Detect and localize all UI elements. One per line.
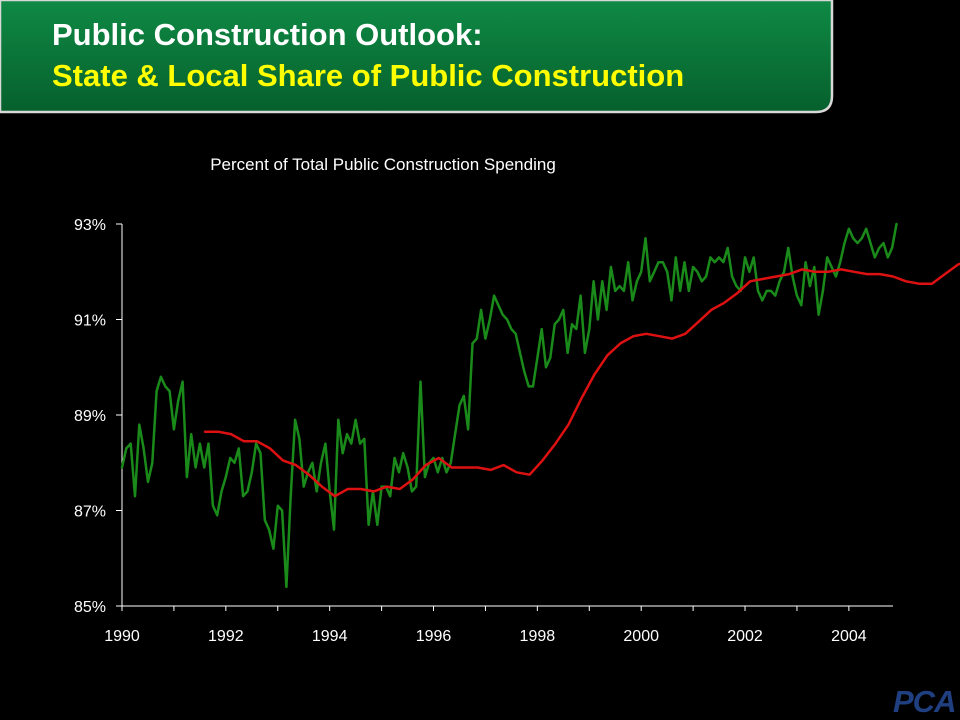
axes: 85% 87% 89% 91% 93% 1990 1992 1994 1996 1998 2000 2… [74, 217, 893, 645]
x-tick-label: 1998 [520, 628, 556, 645]
slide-subtitle: State & Local Share of Public Constructi… [52, 58, 685, 93]
chart-title: Percent of Total Public Construction Spe… [210, 155, 556, 174]
x-tick-label: 1996 [416, 628, 452, 645]
y-tick-label: 89% [74, 408, 106, 425]
y-tick-label: 87% [74, 504, 106, 521]
y-tick-label: 91% [74, 313, 106, 330]
x-tick-label: 2000 [623, 628, 659, 645]
y-tick-label: 93% [74, 217, 106, 234]
x-tick-label: 1994 [312, 628, 348, 645]
state-local-share-line [120, 222, 898, 589]
header-green-bar [0, 0, 834, 114]
x-tick-label: 1990 [104, 628, 140, 645]
y-tick-label: 85% [74, 599, 106, 616]
slide-title: Public Construction Outlook: [52, 17, 483, 52]
series-layer [120, 222, 960, 589]
pca-logo: PCA [893, 684, 956, 719]
moving-average-line [203, 262, 960, 498]
x-tick-label: 1992 [208, 628, 244, 645]
x-tick-label: 2004 [831, 628, 867, 645]
x-tick-label: 2002 [727, 628, 763, 645]
